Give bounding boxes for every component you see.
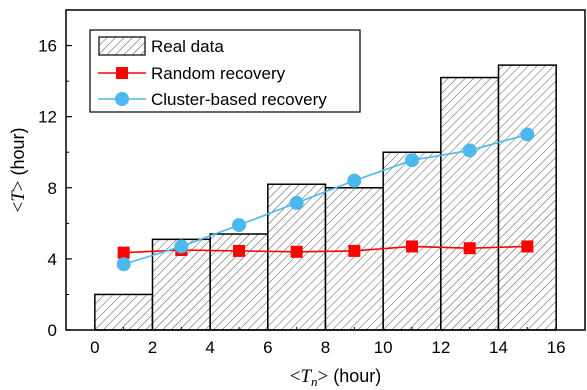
- bar-6: [440, 76, 500, 331]
- x-tick-label-3: 6: [263, 338, 272, 357]
- legend-swatch-real-data: [98, 36, 146, 56]
- point-random-recovery-2: [233, 244, 245, 257]
- x-tick-label-6: 12: [431, 338, 450, 357]
- x-tick-label-1: 2: [148, 338, 157, 357]
- legend-marker-random-recovery: [116, 67, 128, 79]
- y-tick-label-0: 0: [48, 321, 57, 340]
- legend-label-real-data: Real data: [151, 37, 224, 56]
- legend: Real data Random recovery Cluster-based …: [89, 29, 361, 113]
- point-random-recovery-3: [290, 245, 303, 258]
- point-random-recovery-0: [117, 246, 130, 259]
- point-random-recovery-7: [521, 240, 534, 253]
- point-random-recovery-5: [406, 240, 418, 253]
- point-cluster-based-recovery-0: [116, 257, 131, 272]
- series-line-1: [123, 133, 528, 265]
- point-cluster-based-recovery-6: [462, 143, 477, 158]
- lines-layer: [116, 127, 535, 272]
- x-tick-label-4: 8: [321, 338, 330, 357]
- point-cluster-based-recovery-3: [289, 195, 304, 210]
- x-tick-label-2: 4: [205, 338, 214, 357]
- x-tick-label-7: 14: [489, 338, 508, 357]
- bar-0: [94, 293, 154, 331]
- legend-marker-cluster-based-recovery: [115, 92, 129, 106]
- point-random-recovery-4: [348, 244, 361, 257]
- y-tick-label-2: 8: [48, 179, 57, 198]
- legend-label-cluster-based-recovery: Cluster-based recovery: [151, 90, 327, 109]
- point-random-recovery-6: [463, 242, 476, 255]
- bars-layer: [94, 64, 557, 331]
- bar-7: [497, 64, 557, 331]
- series-line-0: [123, 245, 528, 254]
- x-tick-label-5: 10: [374, 338, 393, 357]
- x-tick-label-0: 0: [90, 338, 99, 357]
- bar-4: [324, 187, 384, 331]
- point-cluster-based-recovery-1: [174, 239, 189, 254]
- y-tick-label-3: 12: [38, 108, 57, 127]
- ticks-layer: 0 2 4 6 8 10 12 14 16 0 4 8 12 16: [38, 37, 586, 357]
- point-cluster-based-recovery-4: [347, 173, 362, 188]
- point-cluster-based-recovery-7: [520, 127, 535, 142]
- x-axis-label: <Tn> (hour): [290, 366, 382, 389]
- y-tick-label-4: 16: [38, 37, 57, 56]
- y-tick-label-1: 4: [48, 250, 57, 269]
- point-cluster-based-recovery-2: [232, 218, 246, 233]
- legend-label-random-recovery: Random recovery: [151, 64, 286, 83]
- x-tick-label-8: 16: [547, 338, 566, 357]
- y-axis-label: <T> (hour): [8, 127, 29, 212]
- point-cluster-based-recovery-5: [405, 153, 419, 168]
